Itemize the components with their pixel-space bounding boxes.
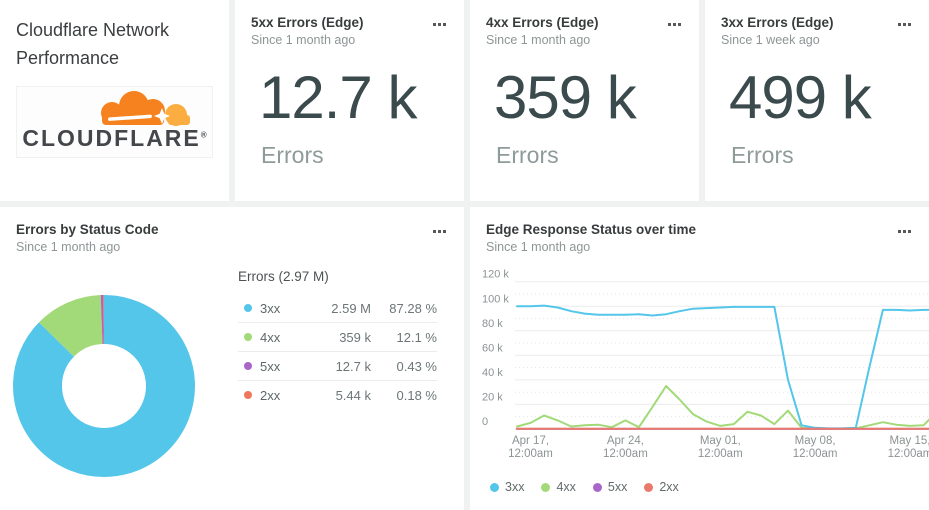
svg-text:Apr 24,: Apr 24, [607, 435, 644, 447]
row-label: 5xx [260, 358, 281, 374]
card-subtitle: Since 1 month ago [16, 240, 121, 254]
metric-unit: Errors [261, 142, 324, 168]
row-value: 5.44 k [335, 387, 371, 403]
metric-card-4xx-errors: 4xx Errors (Edge) Since 1 month ago 359 … [470, 0, 699, 201]
svg-text:12:00am: 12:00am [888, 448, 929, 460]
legend-label: 3xx [505, 480, 525, 494]
series-color-dot [541, 482, 551, 492]
card-title: Errors by Status Code [16, 222, 159, 237]
cloudflare-logo: CLOUDFLARE® [16, 86, 213, 158]
row-value: 12.7 k [335, 358, 371, 374]
table-row-4xx[interactable]: 4xx 359 k 12.1 % [238, 322, 437, 351]
row-value: 2.59 M [331, 300, 371, 316]
card-title: 4xx Errors (Edge) [486, 15, 599, 30]
row-percent: 87.28 % [389, 300, 437, 316]
ellipsis-menu-icon[interactable] [666, 21, 683, 28]
svg-text:120 k: 120 k [482, 269, 509, 281]
series-color-dot [490, 482, 499, 492]
svg-text:12:00am: 12:00am [508, 448, 553, 460]
legend-item-4xx[interactable]: 4xx [541, 480, 576, 494]
row-percent: 12.1 % [396, 329, 437, 345]
legend-label: 2xx [659, 480, 679, 494]
table-row-3xx[interactable]: 3xx 2.59 M 87.28 % [238, 294, 437, 322]
svg-text:100 k: 100 k [482, 293, 509, 305]
metric-unit: Errors [496, 142, 559, 168]
row-percent: 0.18 % [396, 387, 437, 403]
status-code-table: Errors (2.97 M) 3xx 2.59 M 87.28 % 4xx 3… [238, 269, 437, 409]
donut-chart-svg[interactable] [13, 295, 195, 477]
ellipsis-menu-icon[interactable] [431, 21, 448, 28]
metric-value: 12.7 k [259, 64, 417, 131]
card-title: 3xx Errors (Edge) [721, 15, 834, 30]
metric-value: 359 k [494, 64, 637, 131]
card-subtitle: Since 1 month ago [251, 33, 356, 47]
ellipsis-menu-icon[interactable] [896, 21, 913, 28]
table-row-5xx[interactable]: 5xx 12.7 k 0.43 % [238, 351, 437, 380]
svg-text:May 15,: May 15, [890, 435, 929, 447]
svg-text:60 k: 60 k [482, 342, 503, 354]
row-value: 359 k [339, 329, 371, 345]
metric-value: 499 k [729, 64, 872, 131]
svg-text:12:00am: 12:00am [698, 448, 743, 460]
dashboard-title-card: Cloudflare Network Performance CLOUDFLAR… [0, 0, 229, 201]
card-subtitle: Since 1 week ago [721, 33, 820, 47]
series-color-dot [644, 482, 654, 492]
svg-text:Apr 17,: Apr 17, [512, 435, 549, 447]
chart-legend: 3xx 4xx 5xx 2xx [490, 480, 679, 494]
row-label: 3xx [260, 300, 281, 316]
series-color-dot [244, 362, 252, 370]
series-color-dot [592, 482, 602, 492]
row-label: 2xx [260, 387, 281, 403]
card-title: Edge Response Status over time [486, 222, 697, 237]
cloudflare-wordmark: CLOUDFLARE® [22, 125, 207, 151]
cloudflare-cloud-icon [101, 91, 190, 126]
metric-card-3xx-errors: 3xx Errors (Edge) Since 1 week ago 499 k… [705, 0, 929, 201]
svg-text:40 k: 40 k [482, 367, 503, 379]
series-color-dot [244, 333, 252, 341]
legend-item-5xx[interactable]: 5xx [592, 480, 628, 494]
svg-text:20 k: 20 k [482, 391, 503, 403]
svg-text:May 01,: May 01, [700, 435, 741, 447]
row-label: 4xx [260, 329, 281, 345]
edge-response-status-card: Edge Response Status over time Since 1 m… [470, 207, 929, 510]
page-title: Cloudflare Network Performance [16, 20, 170, 68]
table-title: Errors (2.97 M) [238, 269, 329, 284]
card-title: 5xx Errors (Edge) [251, 15, 364, 30]
row-percent: 0.43 % [396, 358, 437, 374]
legend-label: 4xx [556, 480, 576, 494]
table-row-2xx[interactable]: 2xx 5.44 k 0.18 % [238, 380, 437, 409]
svg-text:May 08,: May 08, [795, 435, 836, 447]
metric-unit: Errors [731, 142, 794, 168]
svg-text:12:00am: 12:00am [603, 448, 648, 460]
series-color-dot [244, 391, 252, 399]
svg-text:80 k: 80 k [482, 318, 503, 330]
errors-by-status-code-card: Errors by Status Code Since 1 month ago … [0, 207, 464, 510]
legend-item-3xx[interactable]: 3xx [490, 480, 524, 494]
legend-label: 5xx [607, 480, 628, 494]
svg-text:0: 0 [482, 416, 488, 428]
series-color-dot [244, 304, 252, 312]
ellipsis-menu-icon[interactable] [896, 228, 913, 235]
svg-text:12:00am: 12:00am [793, 448, 838, 460]
card-subtitle: Since 1 month ago [486, 240, 591, 254]
legend-item-2xx[interactable]: 2xx [644, 480, 679, 494]
metric-card-5xx-errors: 5xx Errors (Edge) Since 1 month ago 12.7… [235, 0, 464, 201]
card-subtitle: Since 1 month ago [486, 33, 591, 47]
ellipsis-menu-icon[interactable] [431, 228, 448, 235]
